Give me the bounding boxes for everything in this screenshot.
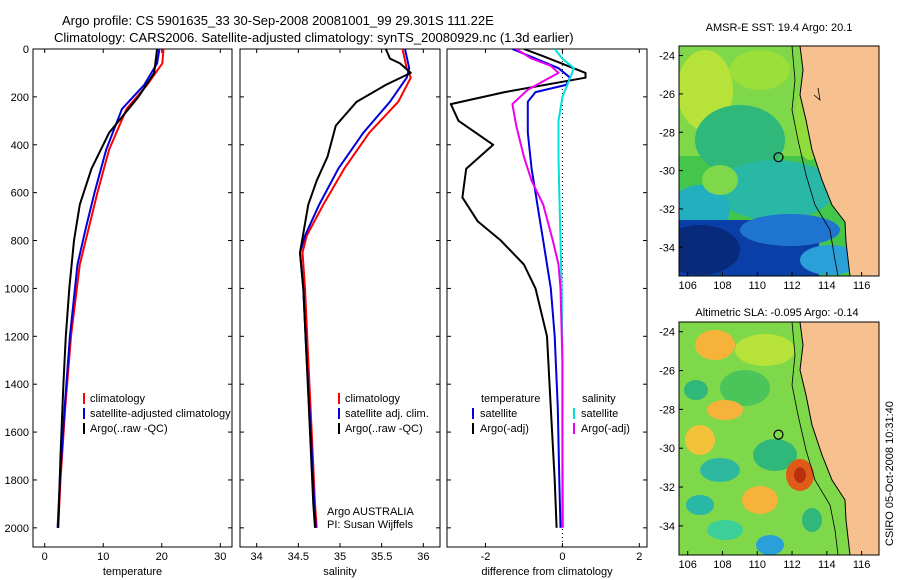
difference-series-group (449, 49, 587, 528)
legend-label: Argo(-adj) (581, 423, 630, 435)
salinity-frame (239, 48, 441, 548)
legend-label: satellite (581, 408, 618, 420)
sla-map-ytick-label: -28 (659, 404, 675, 416)
sst-map-ytick-label: -24 (659, 51, 675, 63)
depth-tick-label: 1600 (5, 427, 29, 439)
side-stamp: CSIRO 05-Oct-2008 10:31:40 (884, 401, 896, 546)
sla-map-xtick-label: 106 (679, 559, 697, 571)
sla-map: Altimetric SLA: -0.095 Argo: -0.14 106 10… (659, 307, 880, 571)
temperature-xlabel: temperature (103, 566, 162, 578)
sst-map-xtick-label: 112 (783, 280, 801, 292)
sst-map-ytick-label: -30 (659, 166, 675, 178)
legend-label: satellite adj. clim. (345, 408, 429, 420)
legend-title-salinity: salinity (582, 393, 616, 405)
sst-map-xtick-label: 110 (748, 280, 766, 292)
sst-map-xtick-label: 116 (853, 280, 871, 292)
temperature-xtick-label: 30 (214, 551, 226, 563)
temperature-frame (32, 48, 233, 548)
salinity-panel: 34 34.5 35 35.5 36 salinity climatology satelli… (239, 48, 441, 578)
sla-map-xtick-label: 110 (748, 559, 766, 571)
legend-label: climatology (90, 393, 146, 405)
temperature-series-line (56, 49, 161, 528)
depth-tick-label: 1400 (5, 379, 29, 391)
depth-tick-label: 1000 (5, 283, 29, 295)
legend-label: satellite (480, 408, 517, 420)
sla-map-ytick-label: -32 (659, 482, 675, 494)
sst-map-field (679, 46, 879, 276)
legend-label: satellite-adjusted climatology (90, 408, 231, 420)
sla-map-axes: 106 108 110 112 114 116 -24 -26 -28 -30 -32 -34 (659, 327, 870, 571)
difference-series-line (449, 49, 587, 528)
salinity-series-line (301, 49, 412, 528)
depth-tick-label: 0 (23, 44, 29, 56)
salinity-series-line (299, 49, 411, 528)
sla-map-title: Altimetric SLA: -0.095 Argo: -0.14 (695, 307, 858, 319)
depth-tick-label: 2000 (5, 523, 29, 535)
sst-map-ytick-label: -34 (659, 242, 675, 254)
sst-map-xtick-label: 114 (818, 280, 836, 292)
sst-map-axes: 106 108 110 112 114 116 -24 -26 -28 -30 -32 -34 (659, 51, 870, 292)
sla-map-xtick-label: 108 (713, 559, 731, 571)
depth-tick-label: 600 (11, 188, 29, 200)
figure-title-line2: Climatology: CARS2006. Satellite-adjuste… (54, 30, 574, 45)
legend-label: Argo(-adj) (480, 423, 529, 435)
sla-map-ytick-label: -30 (659, 443, 675, 455)
sla-map-field (679, 322, 879, 555)
sla-map-xtick-label: 116 (853, 559, 871, 571)
difference-panel: -2 0 2 difference from climatology temperatu… (446, 48, 648, 578)
difference-xtick-label: -2 (481, 551, 491, 563)
figure-title-line1: Argo profile: CS 5901635_33 30-Sep-2008 … (62, 13, 494, 28)
sst-map-ytick-label: -32 (659, 204, 675, 216)
sla-argo-position-marker (773, 429, 784, 440)
salinity-xlabel: salinity (323, 566, 357, 578)
temperature-xtick-label: 0 (42, 551, 48, 563)
sst-map-ytick-label: -28 (659, 127, 675, 139)
sst-map-ytick-label: -26 (659, 89, 675, 101)
sst-argo-position-marker (773, 152, 784, 163)
sla-map-ytick-label: -34 (659, 521, 675, 533)
difference-frame (446, 48, 648, 548)
temperature-xtick-label: 20 (156, 551, 168, 563)
difference-xtick-label: 2 (636, 551, 642, 563)
legend-label: Argo(..raw -QC) (345, 423, 423, 435)
salinity-xtick-label: 35 (334, 551, 346, 563)
salinity-xtick-label: 35.5 (371, 551, 392, 563)
sst-map-title: AMSR-E SST: 19.4 Argo: 20.1 (706, 22, 853, 34)
temperature-panel: 0 10 20 30 0 200 400 600 800 1000 1200 1400 1600 1800… (5, 44, 233, 578)
salinity-series-group (299, 49, 412, 528)
sla-map-xtick-label: 112 (783, 559, 801, 571)
sla-map-ytick-label: -24 (659, 327, 675, 339)
legend-label: climatology (345, 393, 401, 405)
sst-map-xtick-label: 108 (713, 280, 731, 292)
temperature-series-line (57, 49, 159, 528)
argo-program-annotation: PI: Susan Wijffels (327, 519, 413, 531)
difference-xlabel: difference from climatology (481, 566, 613, 578)
temperature-series-group (56, 49, 165, 528)
difference-xtick-label: 0 (559, 551, 565, 563)
difference-series-line (511, 49, 564, 528)
depth-tick-label: 1800 (5, 475, 29, 487)
sst-map: AMSR-E SST: 19.4 Argo: 20.1 106 108 110 112… (659, 22, 880, 292)
salinity-xtick-label: 34 (251, 551, 263, 563)
temperature-xtick-label: 10 (97, 551, 109, 563)
legend-label: Argo(..raw -QC) (90, 423, 168, 435)
argo-program-annotation: Argo AUSTRALIA (327, 506, 414, 518)
difference-series-line (553, 49, 575, 528)
sla-map-ytick-label: -26 (659, 366, 675, 378)
difference-series-line (512, 49, 572, 528)
depth-tick-label: 200 (11, 92, 29, 104)
depth-tick-label: 400 (11, 140, 29, 152)
depth-tick-label: 800 (11, 236, 29, 248)
sla-map-xtick-label: 114 (818, 559, 836, 571)
depth-tick-label: 1200 (5, 331, 29, 343)
salinity-series-line (299, 49, 412, 528)
salinity-xtick-label: 36 (417, 551, 429, 563)
legend-title-temperature: temperature (481, 393, 540, 405)
sst-map-xtick-label: 106 (679, 280, 697, 292)
salinity-xtick-label: 34.5 (288, 551, 309, 563)
